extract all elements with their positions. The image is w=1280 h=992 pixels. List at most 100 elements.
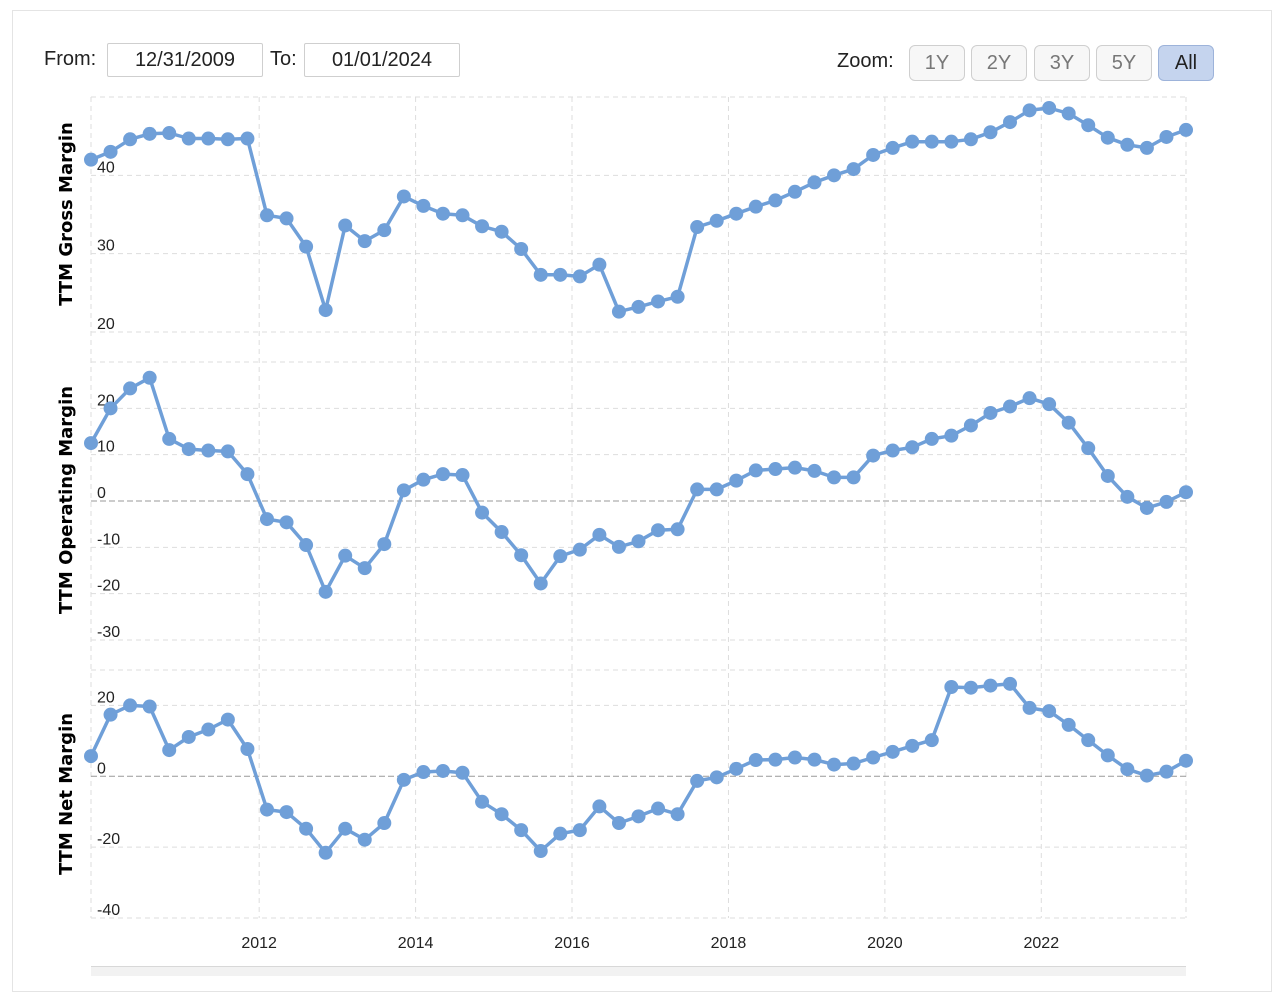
data-point[interactable] (475, 219, 490, 234)
data-point[interactable] (435, 467, 450, 482)
range-navigator[interactable] (91, 966, 1186, 976)
data-point[interactable] (181, 442, 196, 457)
data-point[interactable] (592, 257, 607, 272)
data-point[interactable] (259, 208, 274, 223)
data-point[interactable] (1081, 118, 1096, 133)
data-point[interactable] (924, 431, 939, 446)
data-point[interactable] (885, 443, 900, 458)
data-point[interactable] (768, 462, 783, 477)
data-point[interactable] (905, 738, 920, 753)
data-point[interactable] (827, 757, 842, 772)
data-point[interactable] (1061, 717, 1076, 732)
data-point[interactable] (983, 405, 998, 420)
data-point[interactable] (1139, 140, 1154, 155)
data-point[interactable] (1120, 489, 1135, 504)
data-point[interactable] (827, 168, 842, 183)
data-point[interactable] (103, 401, 118, 416)
data-point[interactable] (1179, 122, 1193, 137)
data-point[interactable] (181, 131, 196, 146)
data-point[interactable] (162, 743, 177, 758)
data-point[interactable] (1003, 399, 1018, 414)
data-point[interactable] (1022, 391, 1037, 406)
data-point[interactable] (396, 483, 411, 498)
data-point[interactable] (631, 534, 646, 549)
data-point[interactable] (611, 816, 626, 831)
data-point[interactable] (220, 712, 235, 727)
data-point[interactable] (240, 742, 255, 757)
data-point[interactable] (885, 140, 900, 155)
data-point[interactable] (377, 537, 392, 552)
data-point[interactable] (787, 184, 802, 199)
data-point[interactable] (592, 527, 607, 542)
data-point[interactable] (103, 144, 118, 159)
data-point[interactable] (553, 826, 568, 841)
data-point[interactable] (729, 761, 744, 776)
data-point[interactable] (514, 823, 529, 838)
to-date-input[interactable] (304, 43, 460, 77)
data-point[interactable] (220, 444, 235, 459)
data-point[interactable] (611, 304, 626, 319)
data-point[interactable] (729, 473, 744, 488)
from-date-input[interactable] (107, 43, 263, 77)
data-point[interactable] (533, 267, 548, 282)
data-point[interactable] (299, 821, 314, 836)
data-point[interactable] (748, 752, 763, 767)
data-point[interactable] (162, 126, 177, 141)
data-point[interactable] (259, 802, 274, 817)
data-point[interactable] (787, 750, 802, 765)
data-point[interactable] (1042, 397, 1057, 412)
data-point[interactable] (983, 125, 998, 140)
data-point[interactable] (1042, 704, 1057, 719)
data-point[interactable] (944, 134, 959, 149)
data-point[interactable] (1159, 764, 1174, 779)
data-point[interactable] (455, 468, 470, 483)
data-point[interactable] (533, 576, 548, 591)
data-point[interactable] (690, 773, 705, 788)
data-point[interactable] (396, 189, 411, 204)
data-point[interactable] (377, 223, 392, 238)
data-point[interactable] (885, 744, 900, 759)
data-point[interactable] (1139, 500, 1154, 515)
data-point[interactable] (983, 678, 998, 693)
data-point[interactable] (435, 763, 450, 778)
data-point[interactable] (533, 844, 548, 859)
data-point[interactable] (475, 794, 490, 809)
data-point[interactable] (768, 193, 783, 208)
data-point[interactable] (357, 234, 372, 249)
data-point[interactable] (1100, 130, 1115, 145)
data-point[interactable] (1003, 676, 1018, 691)
data-point[interactable] (338, 548, 353, 563)
data-point[interactable] (1061, 415, 1076, 430)
data-point[interactable] (299, 239, 314, 254)
data-point[interactable] (651, 801, 666, 816)
data-point[interactable] (1100, 748, 1115, 763)
data-point[interactable] (690, 220, 705, 235)
data-point[interactable] (807, 463, 822, 478)
data-point[interactable] (455, 765, 470, 780)
data-point[interactable] (299, 538, 314, 553)
data-point[interactable] (357, 832, 372, 847)
data-point[interactable] (748, 199, 763, 214)
data-point[interactable] (1061, 106, 1076, 121)
data-point[interactable] (377, 816, 392, 831)
data-point[interactable] (748, 463, 763, 478)
zoom-2y-button[interactable]: 2Y (971, 45, 1027, 81)
data-point[interactable] (963, 132, 978, 147)
data-point[interactable] (807, 175, 822, 190)
data-point[interactable] (201, 722, 216, 737)
data-point[interactable] (709, 213, 724, 228)
data-point[interactable] (709, 482, 724, 497)
data-point[interactable] (1139, 768, 1154, 783)
data-point[interactable] (905, 134, 920, 149)
data-point[interactable] (416, 198, 431, 213)
data-point[interactable] (84, 436, 98, 451)
data-point[interactable] (1179, 753, 1193, 768)
data-point[interactable] (396, 772, 411, 787)
data-point[interactable] (514, 548, 529, 563)
data-point[interactable] (103, 707, 118, 722)
data-point[interactable] (123, 132, 138, 147)
zoom-3y-button[interactable]: 3Y (1034, 45, 1090, 81)
data-point[interactable] (572, 823, 587, 838)
data-point[interactable] (475, 505, 490, 520)
data-point[interactable] (1179, 485, 1193, 500)
